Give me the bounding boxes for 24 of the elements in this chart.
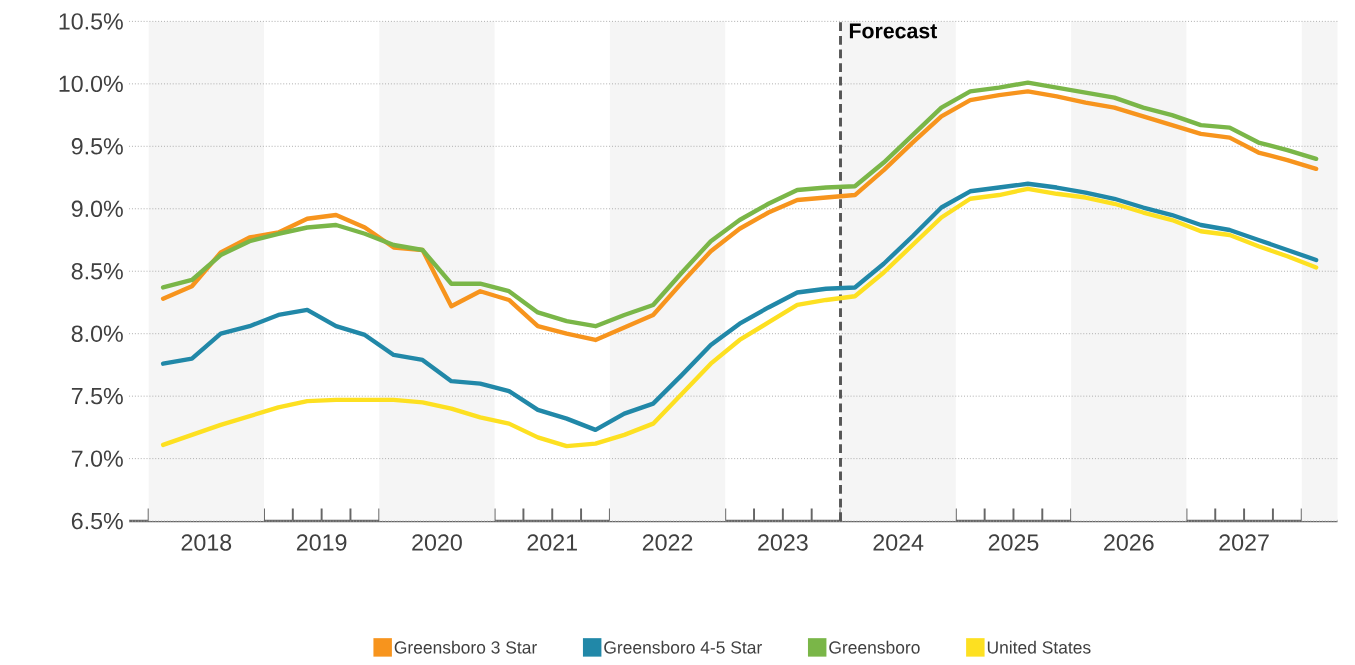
y-tick-label: 8.0% [71, 325, 123, 342]
y-tick-label: 8.5% [71, 263, 123, 280]
x-tick-label: 2024 [873, 534, 924, 551]
x-tick-label: 2019 [296, 534, 347, 551]
ref-line-label: Forecast [849, 23, 938, 39]
legend-label: Greensboro 3 Star [394, 640, 537, 654]
x-tick-label: 2021 [527, 534, 577, 551]
y-tick-label: 10.5% [59, 13, 123, 30]
y-tick-label: 7.5% [71, 388, 123, 405]
y-tick-label: 9.0% [71, 200, 123, 218]
legend-label: Greensboro [829, 640, 920, 654]
y-tick-label: 6.5% [71, 512, 123, 530]
y-tick-label: 9.5% [71, 138, 123, 155]
x-tick-label: 2023 [758, 534, 808, 551]
x-tick-label: 2018 [181, 534, 232, 551]
legend-label: Greensboro 4-5 Star [604, 640, 762, 654]
legend-label: United States [987, 640, 1091, 654]
y-tick-label: 10.0% [59, 75, 123, 93]
x-tick-label: 2022 [642, 534, 693, 551]
x-tick-label: 2027 [1219, 534, 1269, 551]
x-tick-label: 2025 [988, 534, 1039, 551]
x-tick-label: 2026 [1104, 534, 1154, 551]
x-tick-label: 2020 [412, 534, 462, 551]
y-tick-label: 7.0% [71, 450, 123, 467]
